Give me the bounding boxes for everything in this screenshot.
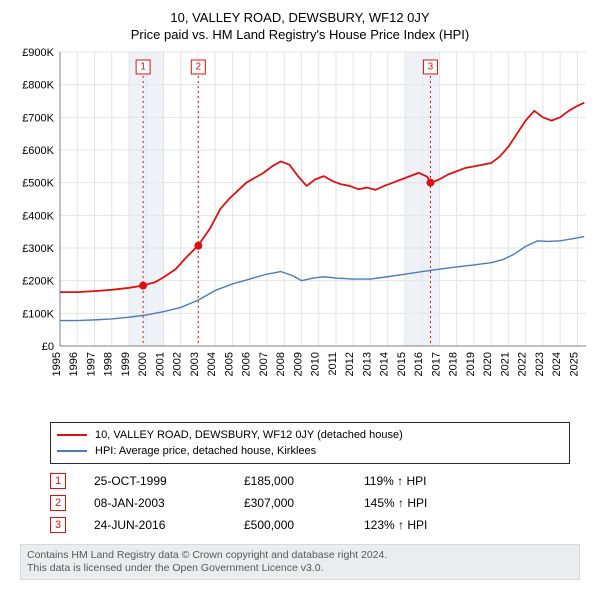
sale-hpi: 119% ↑ HPI bbox=[364, 474, 484, 488]
svg-text:1997: 1997 bbox=[85, 352, 97, 376]
svg-text:£600K: £600K bbox=[22, 145, 54, 157]
svg-text:2016: 2016 bbox=[413, 352, 425, 376]
svg-text:2001: 2001 bbox=[154, 352, 166, 376]
sale-marker-box: 3 bbox=[50, 517, 66, 533]
svg-text:£0: £0 bbox=[42, 341, 54, 353]
svg-text:2011: 2011 bbox=[327, 352, 339, 376]
sale-marker-num: 1 bbox=[55, 475, 61, 487]
chart-title-sub: Price paid vs. HM Land Registry's House … bbox=[10, 27, 590, 42]
svg-text:2007: 2007 bbox=[258, 352, 270, 376]
svg-text:2003: 2003 bbox=[189, 352, 201, 376]
table-row: 2 08-JAN-2003 £307,000 145% ↑ HPI bbox=[50, 492, 590, 514]
sale-date: 25-OCT-1999 bbox=[94, 474, 244, 488]
table-row: 1 25-OCT-1999 £185,000 119% ↑ HPI bbox=[50, 470, 590, 492]
svg-text:2009: 2009 bbox=[292, 352, 304, 376]
svg-text:2000: 2000 bbox=[137, 352, 149, 376]
chart-titles: 10, VALLEY ROAD, DEWSBURY, WF12 0JY Pric… bbox=[10, 10, 590, 42]
svg-text:2019: 2019 bbox=[465, 352, 477, 376]
legend-item-hpi: HPI: Average price, detached house, Kirk… bbox=[57, 443, 563, 459]
svg-text:2020: 2020 bbox=[482, 352, 494, 376]
legend-item-property: 10, VALLEY ROAD, DEWSBURY, WF12 0JY (det… bbox=[57, 427, 563, 443]
svg-text:1: 1 bbox=[140, 62, 146, 73]
svg-text:£100K: £100K bbox=[22, 308, 54, 320]
sale-price: £500,000 bbox=[244, 518, 364, 532]
svg-text:2025: 2025 bbox=[568, 352, 580, 376]
svg-text:£900K: £900K bbox=[22, 47, 54, 59]
svg-text:2018: 2018 bbox=[448, 352, 460, 376]
svg-text:1999: 1999 bbox=[120, 352, 132, 376]
chart: £0 £100K £200K £300K £400K £500K £600K £700K £80… bbox=[10, 46, 590, 416]
svg-text:£700K: £700K bbox=[22, 112, 54, 124]
footer-line: Contains HM Land Registry data © Crown c… bbox=[27, 549, 573, 562]
sale-date: 08-JAN-2003 bbox=[94, 496, 244, 510]
legend-swatch bbox=[57, 450, 87, 452]
svg-text:2014: 2014 bbox=[379, 352, 391, 376]
svg-text:2013: 2013 bbox=[361, 352, 373, 376]
svg-text:£500K: £500K bbox=[22, 178, 54, 190]
legend-swatch bbox=[57, 434, 87, 436]
svg-text:£200K: £200K bbox=[22, 276, 54, 288]
chart-title-address: 10, VALLEY ROAD, DEWSBURY, WF12 0JY bbox=[10, 10, 590, 25]
svg-text:2010: 2010 bbox=[310, 352, 322, 376]
svg-text:2023: 2023 bbox=[534, 352, 546, 376]
svg-text:2: 2 bbox=[196, 62, 202, 73]
chart-svg: £0 £100K £200K £300K £400K £500K £600K £700K £80… bbox=[10, 46, 590, 416]
sale-price: £185,000 bbox=[244, 474, 364, 488]
svg-text:2012: 2012 bbox=[344, 352, 356, 376]
svg-text:2022: 2022 bbox=[517, 352, 529, 376]
sale-marker-box: 2 bbox=[50, 495, 66, 511]
svg-text:2008: 2008 bbox=[275, 352, 287, 376]
sale-hpi: 123% ↑ HPI bbox=[364, 518, 484, 532]
svg-text:2017: 2017 bbox=[430, 352, 442, 376]
sale-marker-box: 1 bbox=[50, 473, 66, 489]
svg-text:2004: 2004 bbox=[206, 352, 218, 376]
svg-text:2024: 2024 bbox=[551, 352, 563, 376]
footer-line: This data is licensed under the Open Gov… bbox=[27, 562, 573, 575]
sale-marker-num: 3 bbox=[55, 519, 61, 531]
sale-marker-num: 2 bbox=[55, 497, 61, 509]
sale-date: 24-JUN-2016 bbox=[94, 518, 244, 532]
license-footer: Contains HM Land Registry data © Crown c… bbox=[20, 544, 580, 580]
sales-table: 1 25-OCT-1999 £185,000 119% ↑ HPI 2 08-J… bbox=[50, 470, 590, 536]
svg-text:£400K: £400K bbox=[22, 210, 54, 222]
svg-text:2005: 2005 bbox=[223, 352, 235, 376]
svg-text:2006: 2006 bbox=[241, 352, 253, 376]
svg-text:1996: 1996 bbox=[68, 352, 80, 376]
legend-label: HPI: Average price, detached house, Kirk… bbox=[95, 445, 316, 457]
svg-text:3: 3 bbox=[428, 62, 434, 73]
svg-text:2021: 2021 bbox=[499, 352, 511, 376]
svg-text:2015: 2015 bbox=[396, 352, 408, 376]
svg-text:1995: 1995 bbox=[51, 352, 63, 376]
svg-text:2002: 2002 bbox=[172, 352, 184, 376]
svg-text:1998: 1998 bbox=[103, 352, 115, 376]
table-row: 3 24-JUN-2016 £500,000 123% ↑ HPI bbox=[50, 514, 590, 536]
sale-price: £307,000 bbox=[244, 496, 364, 510]
legend-label: 10, VALLEY ROAD, DEWSBURY, WF12 0JY (det… bbox=[95, 429, 403, 441]
legend: 10, VALLEY ROAD, DEWSBURY, WF12 0JY (det… bbox=[50, 422, 570, 464]
svg-text:£300K: £300K bbox=[22, 243, 54, 255]
sale-hpi: 145% ↑ HPI bbox=[364, 496, 484, 510]
svg-text:£800K: £800K bbox=[22, 80, 54, 92]
